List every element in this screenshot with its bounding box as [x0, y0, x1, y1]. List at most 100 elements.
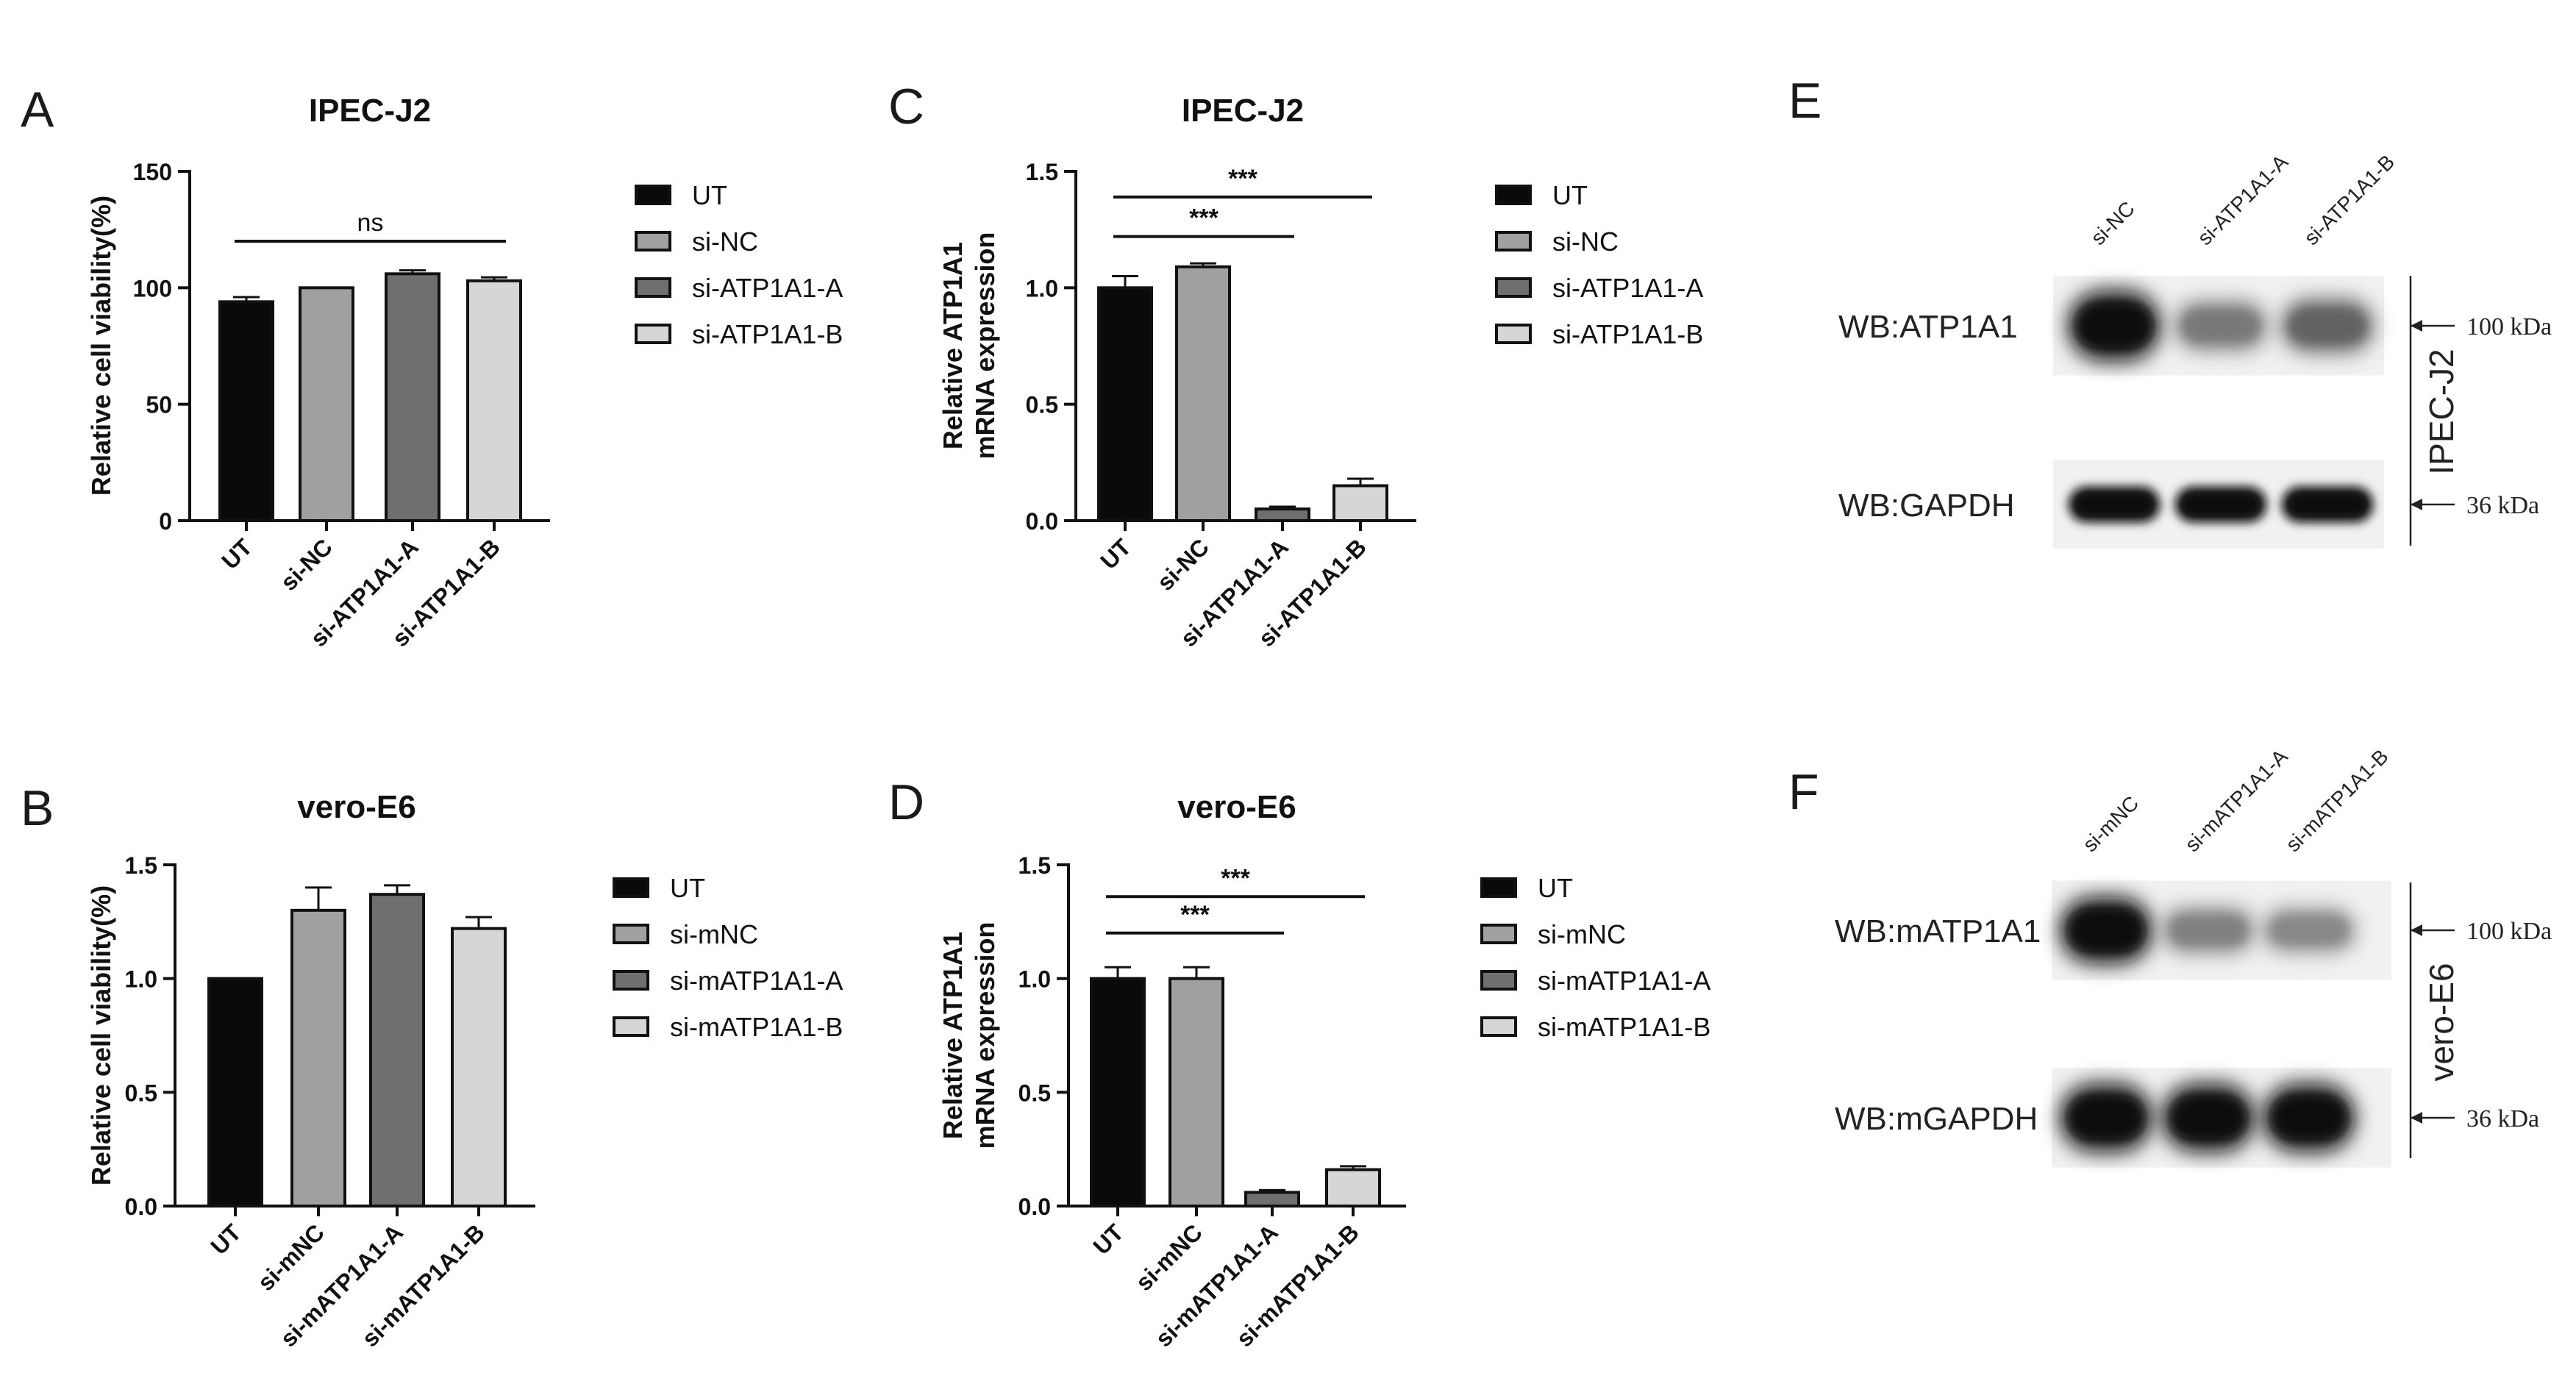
legend-swatch	[613, 877, 649, 898]
blot-band-core	[2289, 310, 2366, 342]
legend-label: si-NC	[1552, 226, 1619, 257]
x-tick-label: UT	[216, 533, 257, 574]
y-tick-label: 1.5	[1018, 852, 1051, 879]
legend-label: si-ATP1A1-B	[1552, 319, 1703, 349]
y-axis-label: Relative cell viability(%)	[86, 196, 116, 496]
legend-label: si-ATP1A1-A	[692, 273, 843, 303]
bar-si-atp1a1-a	[1255, 507, 1310, 523]
blot-band-core	[2068, 910, 2144, 950]
legend-label: si-mNC	[1538, 919, 1626, 949]
marker-label: 36 kDa	[2466, 492, 2539, 519]
panel-letter-a: A	[21, 82, 54, 138]
blot-band-core	[2183, 311, 2259, 340]
blot-row-label: WB:mATP1A1	[1835, 913, 2041, 949]
chart-d: vero-E6 Relative ATP1A1 mRNA expression 0.0…	[938, 789, 1710, 1352]
chart-title: IPEC-J2	[309, 93, 431, 129]
panel-letter-b: B	[21, 780, 54, 836]
chart-title: vero-E6	[297, 789, 415, 825]
blot-band-core	[2271, 1097, 2347, 1138]
blot-band-core	[2271, 917, 2347, 944]
chart-b: vero-E6 Relative cell viability(%) 0.0 0.5 1…	[86, 789, 843, 1352]
blot-row-label: WB:GAPDH	[1838, 488, 2015, 524]
legend-label: UT	[1538, 873, 1573, 903]
y-tick-label: 0	[159, 508, 172, 535]
legend-label: si-NC	[692, 226, 758, 257]
legend-label: UT	[1552, 180, 1588, 210]
y-tick-label: 150	[133, 159, 172, 185]
lane-label: si-ATP1A1-B	[2300, 150, 2399, 249]
legend-label: si-ATP1A1-B	[692, 319, 843, 349]
lane-label: si-mATP1A1-B	[2281, 745, 2392, 856]
x-tick-label: UT	[1088, 1219, 1129, 1260]
legend-swatch	[1495, 231, 1532, 252]
y-tick-label: 0.5	[1018, 1080, 1051, 1106]
y-tick-label: 100	[133, 275, 172, 302]
marker-label: 100 kDa	[2466, 918, 2552, 945]
chart-a: IPEC-J2 Relative cell viability(%) 0 50 100 1…	[86, 93, 843, 652]
legend-swatch	[1495, 324, 1532, 344]
bar-si-nc	[299, 286, 354, 522]
y-tick-label: 0.0	[125, 1194, 157, 1220]
x-tick-label: UT	[1095, 533, 1136, 574]
legend-label: UT	[692, 180, 727, 210]
bar-si-mnc	[290, 908, 346, 1208]
bar-ut	[218, 300, 274, 522]
blot-band-core	[2170, 1097, 2247, 1138]
cell-line-label: vero-E6	[2422, 963, 2461, 1081]
legend-swatch	[1495, 185, 1532, 205]
marker-label: 100 kDa	[2466, 313, 2552, 340]
y-tick-label: 0.5	[125, 1080, 157, 1106]
bar-si-matp1a1-b	[1325, 1168, 1381, 1208]
x-tick-label: si-NC	[1152, 533, 1214, 596]
y-tick-label: 1.5	[1026, 159, 1058, 185]
bar-si-mnc	[1169, 977, 1224, 1208]
x-tick-label: si-NC	[275, 533, 338, 596]
legend-label: si-mNC	[670, 919, 758, 949]
legend-swatch	[1480, 877, 1517, 898]
marker-label: 36 kDa	[2466, 1105, 2539, 1132]
y-tick-label: 0.0	[1018, 1194, 1051, 1220]
bar-si-nc	[1175, 265, 1231, 522]
y-tick-label: 1.0	[1018, 966, 1051, 993]
legend-label: si-ATP1A1-A	[1552, 273, 1703, 303]
legend-swatch	[1480, 1016, 1517, 1037]
y-axis-label: mRNA expression	[970, 232, 1000, 460]
blot-band-core	[2068, 1097, 2144, 1138]
chart-title: IPEC-J2	[1182, 93, 1304, 129]
bar-si-matp1a1-b	[451, 927, 507, 1208]
legend-swatch	[635, 231, 671, 252]
bar-si-atp1a1-a	[385, 272, 440, 522]
x-tick-label: si-mNC	[252, 1219, 329, 1296]
significance-label: ***	[1189, 204, 1219, 232]
bar-ut	[1090, 977, 1146, 1208]
significance-label: ***	[1180, 901, 1210, 929]
blot-band-core	[2289, 493, 2366, 516]
legend-swatch	[613, 970, 649, 991]
y-tick-label: 50	[146, 392, 172, 418]
y-tick-label: 0.0	[1026, 508, 1058, 535]
marker-arrow-head	[2411, 320, 2422, 332]
x-tick-label: si-mNC	[1130, 1219, 1207, 1296]
marker-arrow-head	[2411, 1112, 2422, 1124]
bar-si-atp1a1-b	[466, 279, 522, 522]
bar-si-matp1a1-a	[369, 893, 425, 1208]
panel-letter-d: D	[888, 774, 924, 830]
legend-swatch	[613, 924, 649, 944]
x-tick-label: UT	[205, 1219, 246, 1260]
y-tick-label: 0.5	[1026, 392, 1058, 418]
significance-label: ***	[1221, 864, 1250, 892]
chart-title: vero-E6	[1177, 789, 1296, 825]
significance-label: ***	[1228, 165, 1257, 193]
legend-swatch	[635, 185, 671, 205]
y-axis-label: Relative cell viability(%)	[86, 885, 116, 1185]
blot-band-core	[2183, 493, 2259, 516]
bar-si-atp1a1-b	[1332, 484, 1388, 522]
lane-label: si-NC	[2086, 197, 2138, 249]
legend-swatch	[635, 324, 671, 344]
chart-c: IPEC-J2 Relative ATP1A1 mRNA expression 0.0…	[938, 93, 1703, 652]
y-tick-label: 1.0	[125, 966, 157, 993]
legend-swatch	[1495, 277, 1532, 298]
legend-label: si-mATP1A1-A	[1538, 966, 1710, 996]
legend-label: si-mATP1A1-B	[670, 1012, 843, 1042]
